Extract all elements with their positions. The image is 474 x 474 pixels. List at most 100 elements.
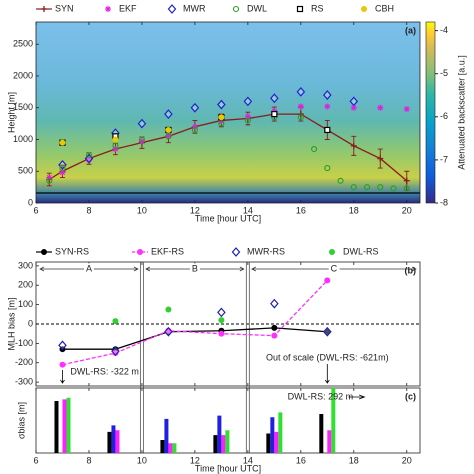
annotation-arrow <box>324 364 330 384</box>
x-tick-label: 14 <box>243 455 253 465</box>
x-axis-label: Time [hour UTC] <box>195 213 261 223</box>
segment-label: C <box>331 263 338 273</box>
marker <box>377 184 384 191</box>
x-tick-label: 18 <box>349 455 359 465</box>
marker <box>323 326 332 337</box>
marker <box>46 174 53 181</box>
bar <box>54 401 59 453</box>
bar <box>168 443 173 453</box>
marker <box>218 120 225 127</box>
marker <box>138 136 145 143</box>
axes-frame <box>35 21 421 204</box>
bar <box>66 397 71 453</box>
annotation-arrow <box>60 370 65 384</box>
y-tick-label: 200 <box>18 280 33 290</box>
legend-marker <box>105 6 111 12</box>
bar <box>331 388 336 453</box>
x-tick-label: 6 <box>33 205 38 215</box>
y-tick-label: -200 <box>15 357 33 367</box>
legend-label: EKF-RS <box>151 246 184 256</box>
marker <box>403 106 410 113</box>
bar <box>274 431 279 453</box>
marker <box>58 159 67 170</box>
legend-marker <box>232 5 240 13</box>
legend-label: SYN <box>55 3 74 13</box>
legend-label: MWR <box>183 3 206 13</box>
marker <box>217 99 226 110</box>
marker <box>337 177 344 184</box>
legend-marker <box>231 247 241 257</box>
x-tick-label: 6 <box>33 455 38 465</box>
x-tick-label: 8 <box>86 205 91 215</box>
marker <box>403 177 410 184</box>
legend-marker <box>41 6 47 12</box>
legend-label: CBH <box>375 3 394 13</box>
marker <box>350 142 357 149</box>
y-tick-label: 2000 <box>13 70 33 80</box>
marker <box>243 96 253 107</box>
bar <box>160 440 165 453</box>
panel-label: (b) <box>405 265 417 275</box>
y-tick-label: 100 <box>18 299 33 309</box>
segment-label-bg <box>83 263 94 274</box>
series-line <box>62 279 328 366</box>
x-tick-label: 20 <box>402 205 412 215</box>
bar <box>278 412 283 453</box>
legend-marker <box>137 249 143 255</box>
marker <box>85 156 92 163</box>
marker <box>137 118 147 129</box>
marker <box>191 126 198 134</box>
marker <box>270 93 279 104</box>
legend-marker <box>361 6 367 12</box>
marker <box>324 165 331 172</box>
marker <box>217 307 226 318</box>
bar <box>270 417 275 453</box>
bar <box>164 418 169 453</box>
bars <box>54 388 336 453</box>
colorbar-tick-label: -7 <box>440 154 448 164</box>
marker <box>138 138 145 145</box>
marker <box>297 103 304 110</box>
x-axis-label: Time [hour UTC] <box>195 463 261 473</box>
x-tick-label: 16 <box>296 455 306 465</box>
segment-label: A <box>86 263 92 273</box>
legend-label: EKF <box>119 3 137 13</box>
legend-marker <box>41 249 47 255</box>
marker <box>271 107 278 114</box>
legend-label: SYN-RS <box>55 246 89 256</box>
marker <box>363 184 371 191</box>
y-tick-label: 1500 <box>13 102 33 112</box>
x-tick-label: 18 <box>349 205 359 215</box>
x-tick-label: 12 <box>190 455 200 465</box>
marker <box>111 346 120 357</box>
x-tick-label: 14 <box>243 205 253 215</box>
x-tick-label: 16 <box>296 205 306 215</box>
segment-label-bg <box>189 263 200 274</box>
marker <box>59 165 66 172</box>
panel-label: (c) <box>405 391 416 401</box>
annotation: DWL-RS: -322 m <box>70 366 139 376</box>
legend-marker <box>296 5 304 13</box>
marker <box>112 146 119 153</box>
marker <box>165 306 172 313</box>
legend-marker <box>329 249 335 255</box>
colorbar-tick-label: -6 <box>440 111 448 121</box>
marker <box>218 114 225 121</box>
marker <box>390 185 397 192</box>
annotation-arrow <box>348 394 366 400</box>
series-line <box>62 327 328 350</box>
marker <box>271 324 278 331</box>
y-tick-label: -300 <box>15 377 33 387</box>
marker <box>59 169 66 176</box>
marker <box>311 145 318 153</box>
x-tick-label: 8 <box>86 455 91 465</box>
legend-marker <box>167 4 177 14</box>
marker <box>218 330 225 337</box>
bar <box>115 430 120 453</box>
marker <box>377 155 384 162</box>
marker <box>271 332 278 339</box>
y-tick-label: 0 <box>28 197 33 207</box>
y-tick-label: 0 <box>28 318 33 328</box>
bar <box>213 435 218 453</box>
